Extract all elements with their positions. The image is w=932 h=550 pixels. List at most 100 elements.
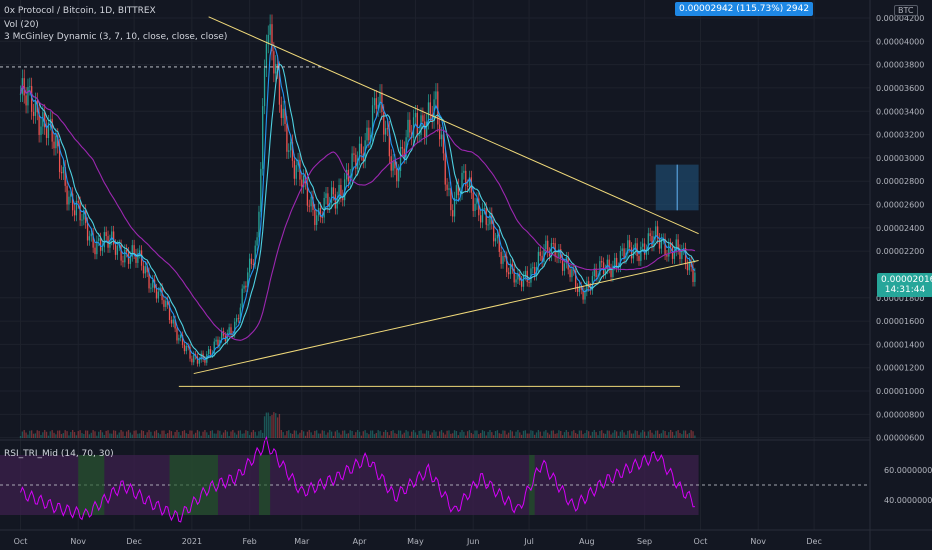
- candle-body: [351, 153, 353, 176]
- volume-bar: [625, 434, 627, 438]
- candle-body: [213, 341, 215, 354]
- candle-body: [537, 251, 540, 267]
- volume-bar: [614, 430, 616, 438]
- volume-bar: [64, 430, 66, 438]
- candle-body: [148, 272, 150, 289]
- candle-body: [288, 150, 290, 152]
- volume-bar: [72, 430, 74, 438]
- volume-bar: [617, 435, 620, 438]
- volume-bar: [621, 430, 623, 438]
- candle-body: [586, 281, 588, 292]
- candle-body: [306, 183, 309, 206]
- volume-bar: [77, 431, 79, 438]
- volume-bar: [534, 434, 536, 438]
- volume-bar: [111, 433, 113, 438]
- volume-bar: [68, 435, 70, 438]
- rsi-legend[interactable]: RSI_TRI_Mid (14, 70, 30): [4, 449, 114, 459]
- volume-bar: [269, 416, 271, 438]
- volume-bar: [586, 430, 588, 438]
- candle-body: [62, 166, 64, 174]
- candle-body: [316, 215, 318, 225]
- candle-body: [444, 153, 446, 185]
- volume-bar: [230, 431, 232, 438]
- candle-body: [506, 256, 508, 273]
- candle-body: [459, 193, 461, 196]
- volume-bar: [174, 431, 176, 438]
- volume-bar: [446, 430, 448, 438]
- target-box[interactable]: [655, 164, 699, 211]
- symbol-legend[interactable]: 0x Protocol / Bitcoin, 1D, BITTREX: [4, 6, 156, 16]
- volume-bar: [293, 430, 295, 438]
- volume-bar: [688, 432, 690, 438]
- candle-body: [479, 215, 482, 223]
- candle-body: [357, 158, 359, 169]
- volume-bar: [437, 435, 439, 438]
- candle-body: [301, 179, 303, 188]
- volume-bar: [487, 431, 489, 438]
- candle-body: [269, 24, 271, 35]
- candle-body: [604, 269, 607, 275]
- volume-bar: [461, 430, 463, 438]
- mcginley-mid-line: [19, 63, 696, 360]
- candle-body: [94, 247, 96, 255]
- candle-body: [420, 115, 422, 135]
- candle-body: [221, 331, 223, 341]
- candle-body: [569, 269, 571, 278]
- candle-body: [90, 233, 92, 237]
- candle-body: [582, 289, 584, 300]
- volume-bar: [263, 416, 266, 438]
- candle-body: [468, 177, 471, 187]
- candle-body: [314, 210, 316, 225]
- candle-body: [636, 243, 638, 257]
- candle-body: [55, 135, 57, 149]
- candle-body: [245, 285, 247, 288]
- volume-bar: [472, 434, 474, 438]
- price-tick-label: 0.00002800: [876, 177, 924, 186]
- volume-bar: [664, 431, 666, 438]
- volume-bar: [513, 435, 515, 438]
- volume-bar: [580, 430, 582, 438]
- volume-bar: [535, 432, 538, 438]
- candle-body: [522, 275, 525, 287]
- volume-bar: [517, 430, 519, 438]
- volume-bar: [276, 417, 279, 438]
- candle-body: [617, 267, 620, 269]
- last-price-tag: 0.00002016 14:31:44: [877, 273, 932, 297]
- candle-body: [610, 268, 612, 278]
- volume-bar: [684, 430, 687, 438]
- candle-body: [275, 64, 277, 74]
- volume-bar: [51, 430, 53, 438]
- candle-body: [638, 256, 640, 261]
- volume-bar: [526, 433, 528, 438]
- candle-body: [671, 247, 674, 259]
- candle-body: [34, 100, 37, 116]
- candle-body: [243, 285, 245, 289]
- currency-badge[interactable]: BTC: [894, 5, 918, 16]
- candle-body: [608, 259, 610, 269]
- mcginley-legend[interactable]: 3 McGinley Dynamic (3, 7, 10, close, clo…: [4, 32, 228, 42]
- candle-body: [446, 184, 448, 190]
- candle-body: [401, 146, 404, 149]
- volume-bar: [301, 430, 303, 438]
- volume-bar: [433, 430, 435, 438]
- candle-body: [515, 279, 517, 283]
- candle-body: [502, 255, 504, 264]
- volume-bar: [358, 431, 361, 438]
- volume-legend[interactable]: Vol (20): [4, 20, 39, 30]
- volume-bar: [86, 430, 89, 438]
- volume-bar: [152, 435, 154, 438]
- candle-body: [193, 354, 195, 363]
- volume-bar: [120, 430, 122, 438]
- volume-bar: [129, 432, 132, 438]
- candle-body: [375, 98, 377, 109]
- candle-body: [588, 281, 590, 288]
- volume-bar: [425, 430, 428, 438]
- volume-bar: [247, 430, 249, 438]
- volume-bar: [575, 432, 577, 438]
- candle-body: [612, 265, 614, 278]
- candle-body: [487, 224, 489, 226]
- grid: [0, 0, 870, 530]
- volume-bar: [127, 430, 130, 438]
- trendlines[interactable]: [0, 16, 699, 387]
